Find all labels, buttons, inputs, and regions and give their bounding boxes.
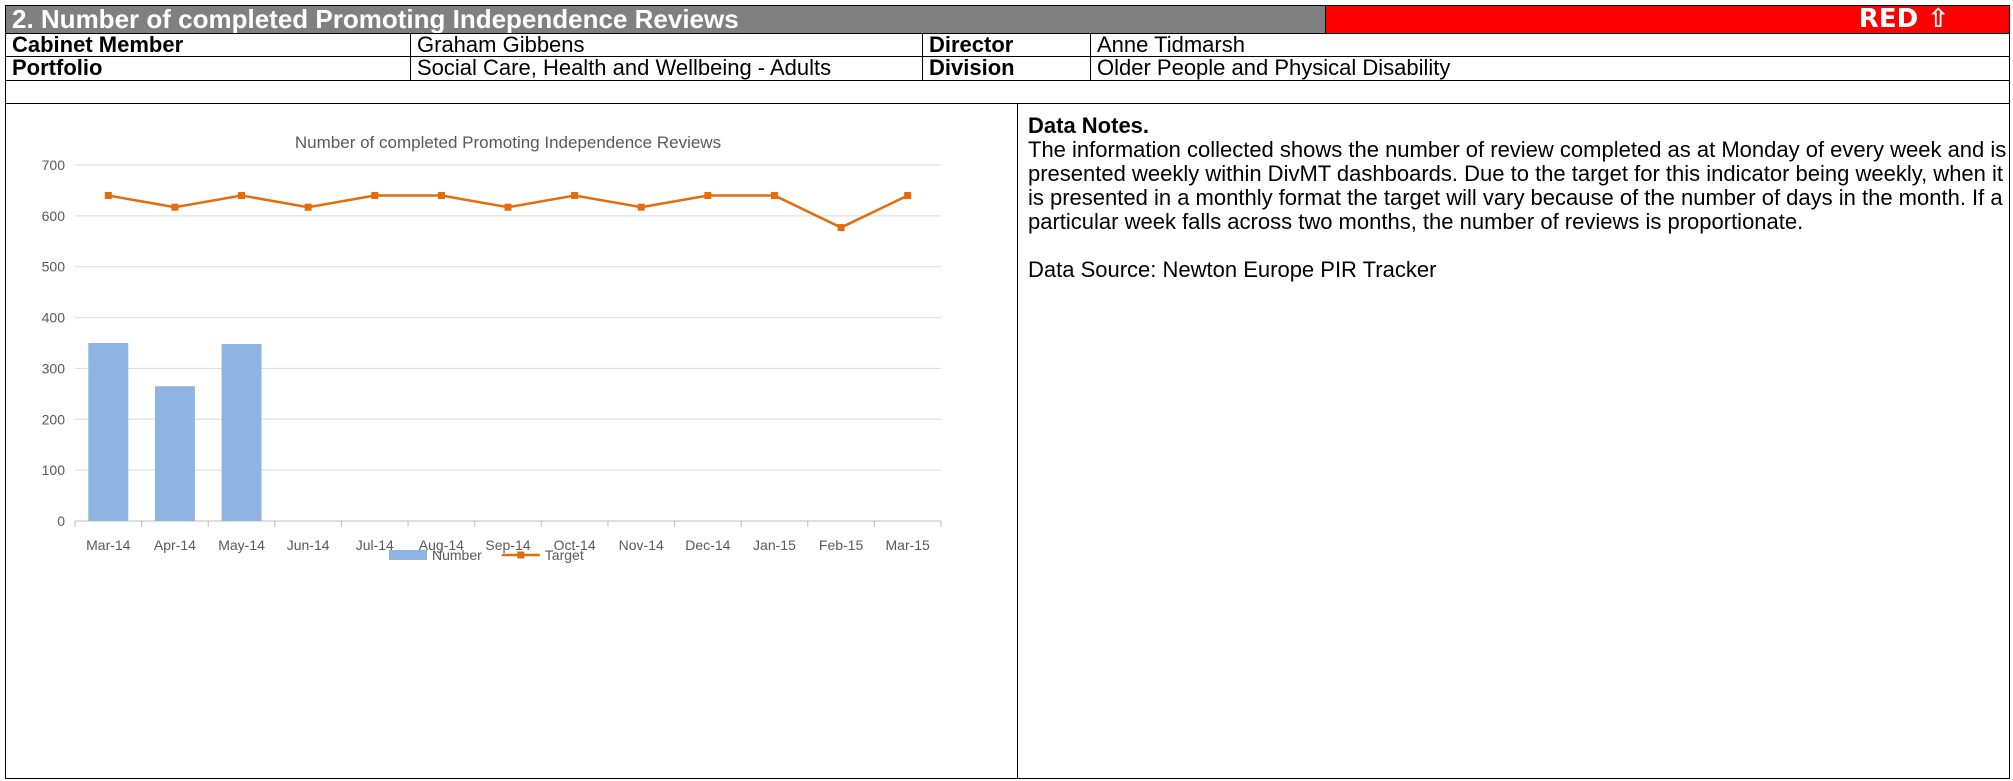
marker xyxy=(637,203,645,211)
y-tick-label: 300 xyxy=(42,360,66,376)
notes: Data Notes. The information collected sh… xyxy=(1028,114,2013,282)
legend-label: Target xyxy=(545,547,584,563)
x-tick-label: Jan-15 xyxy=(753,537,796,553)
y-tick-label: 700 xyxy=(42,157,66,173)
x-tick-label: Jun-14 xyxy=(287,537,330,553)
marker xyxy=(238,192,246,200)
marker xyxy=(171,203,179,211)
marker xyxy=(770,192,778,200)
label: Director xyxy=(922,33,1091,57)
notes-cell xyxy=(1017,103,2010,779)
x-tick-label: Aug-14 xyxy=(419,537,464,553)
x-tick-label: Mar-15 xyxy=(886,537,931,553)
value: Anne Tidmarsh xyxy=(1090,33,2010,57)
x-tick-label: Nov-14 xyxy=(619,537,664,553)
marker xyxy=(571,192,579,200)
notes-source: Data Source: Newton Europe PIR Tracker xyxy=(1028,257,1437,282)
marker xyxy=(304,203,312,211)
legend-swatch xyxy=(517,551,525,559)
notes-body: The information collected shows the numb… xyxy=(1028,137,2007,234)
x-tick-label: Apr-14 xyxy=(154,537,196,553)
marker xyxy=(504,203,512,211)
chart: Number of completed Promoting Independen… xyxy=(42,133,942,563)
y-tick-label: 400 xyxy=(42,310,66,326)
header-title: 2. Number of completed Promoting Indepen… xyxy=(5,5,1326,34)
y-tick-label: 100 xyxy=(42,462,66,478)
bar xyxy=(221,344,262,521)
y-tick-label: 600 xyxy=(42,208,66,224)
spacer-row xyxy=(5,80,2010,104)
x-tick-label: Dec-14 xyxy=(685,537,730,553)
x-tick-label: Oct-14 xyxy=(554,537,596,553)
legend-swatch xyxy=(389,550,427,560)
x-tick-label: May-14 xyxy=(218,537,265,553)
status: RED ⇧ xyxy=(1325,5,2010,34)
label: Cabinet Member xyxy=(5,33,411,57)
value: Older People and Physical Disability xyxy=(1090,56,2010,81)
y-tick-label: 200 xyxy=(42,411,66,427)
bar xyxy=(154,386,195,521)
x-tick-label: Sep-14 xyxy=(485,537,530,553)
marker xyxy=(437,192,445,200)
marker xyxy=(371,192,379,200)
y-tick-label: 500 xyxy=(42,259,66,275)
x-tick-label: Feb-15 xyxy=(819,537,864,553)
marker xyxy=(837,224,845,232)
x-tick-label: Mar-14 xyxy=(86,537,131,553)
notes-heading: Data Notes. xyxy=(1028,113,1150,138)
line xyxy=(108,194,909,229)
legend-label: Number xyxy=(432,547,482,563)
marker xyxy=(704,192,712,200)
marker xyxy=(904,192,912,200)
value: Social Care, Health and Wellbeing - Adul… xyxy=(410,56,923,81)
bar xyxy=(88,343,129,521)
x-tick-label: Jul-14 xyxy=(356,537,394,553)
chart-title: Number of completed Promoting Independen… xyxy=(295,133,721,152)
y-tick-label: 0 xyxy=(57,513,65,529)
value: Graham Gibbens xyxy=(410,33,923,57)
label: Portfolio xyxy=(5,56,411,81)
marker xyxy=(104,192,112,200)
label: Division xyxy=(922,56,1091,81)
